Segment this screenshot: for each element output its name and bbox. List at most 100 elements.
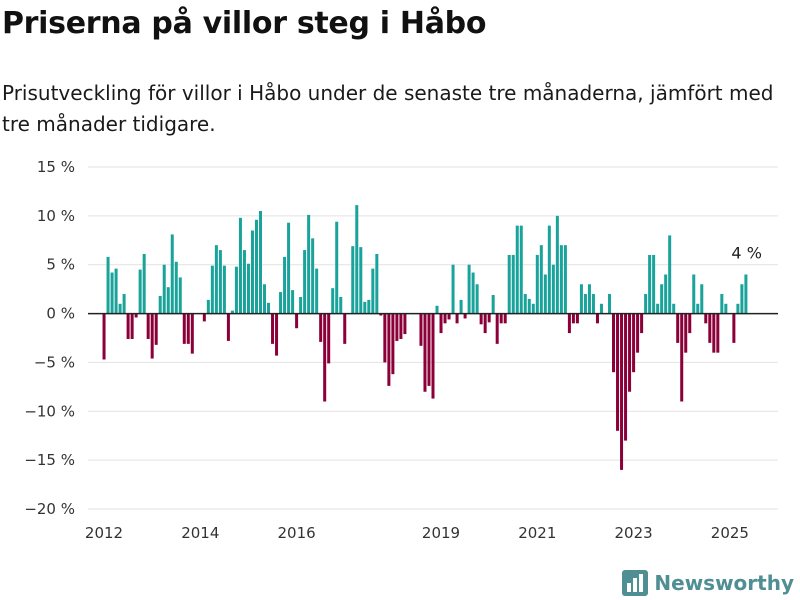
bar xyxy=(134,313,138,318)
y-tick-label: −15 % xyxy=(24,451,75,469)
bar xyxy=(327,313,331,364)
bar xyxy=(720,294,724,314)
bar xyxy=(263,284,267,314)
bar xyxy=(110,272,114,314)
x-tick-label: 2025 xyxy=(711,524,749,542)
bar xyxy=(395,313,399,341)
bar xyxy=(547,225,551,314)
bar xyxy=(672,303,676,314)
brand-logo: Newsworthy xyxy=(622,568,794,598)
bar xyxy=(230,310,234,314)
bar xyxy=(664,274,668,314)
bar xyxy=(234,266,238,314)
bar xyxy=(299,296,303,314)
bar xyxy=(319,313,323,342)
y-axis-tick-labels: 15 % 10 % 5 % 0 % −5 % −10 % −15 % −20 % xyxy=(24,158,75,518)
bar xyxy=(427,313,431,386)
bar xyxy=(656,303,660,314)
bar xyxy=(571,313,575,324)
bar xyxy=(242,250,246,314)
bar xyxy=(579,284,583,314)
bar xyxy=(238,217,242,314)
gridlines xyxy=(88,166,778,510)
bar xyxy=(267,302,271,314)
bar xyxy=(391,313,395,375)
bar xyxy=(551,264,555,314)
bar xyxy=(351,246,355,314)
bar xyxy=(471,272,475,314)
bar xyxy=(515,225,519,314)
bar xyxy=(431,313,435,399)
bar xyxy=(567,313,571,334)
bar xyxy=(186,313,190,344)
bar xyxy=(118,303,122,314)
x-tick-label: 2016 xyxy=(278,524,316,542)
bar xyxy=(680,313,684,402)
bar xyxy=(150,313,154,359)
bar xyxy=(258,210,262,314)
bar xyxy=(712,313,716,353)
bar xyxy=(443,313,447,324)
bar xyxy=(303,250,307,314)
bar-series xyxy=(102,205,748,470)
bar xyxy=(491,295,495,314)
y-tick-label: 5 % xyxy=(46,256,75,274)
bar xyxy=(575,313,579,324)
x-tick-label: 2012 xyxy=(85,524,123,542)
bar xyxy=(475,284,479,314)
bar xyxy=(126,313,130,339)
bar xyxy=(399,313,403,339)
bar xyxy=(206,299,210,314)
bar xyxy=(676,313,680,343)
bar xyxy=(254,219,258,314)
bar xyxy=(246,263,250,314)
bar xyxy=(182,313,186,344)
bar xyxy=(503,313,507,324)
bar xyxy=(339,296,343,314)
bar xyxy=(383,313,387,363)
bar xyxy=(435,305,439,314)
bar xyxy=(704,313,708,324)
bar xyxy=(154,313,158,345)
x-tick-label: 2014 xyxy=(181,524,219,542)
bar xyxy=(359,247,363,314)
bar xyxy=(214,245,218,314)
bar xyxy=(102,313,106,360)
bar xyxy=(447,313,451,320)
y-tick-label: −10 % xyxy=(24,402,75,420)
bar xyxy=(122,294,126,314)
bar xyxy=(439,313,443,334)
bar xyxy=(130,313,134,339)
bar xyxy=(608,294,612,314)
bar xyxy=(174,261,178,314)
bar xyxy=(700,284,704,314)
bar xyxy=(250,230,254,314)
y-tick-label: 15 % xyxy=(37,158,75,176)
bar xyxy=(535,254,539,314)
bar xyxy=(559,245,563,314)
bar xyxy=(628,313,632,392)
bar xyxy=(583,294,587,314)
bar xyxy=(106,256,110,314)
bar xyxy=(599,303,603,314)
bar xyxy=(451,264,455,314)
bar xyxy=(684,313,688,353)
bar xyxy=(371,268,375,314)
bar xyxy=(563,245,567,314)
bar xyxy=(636,313,640,353)
bar xyxy=(644,294,648,314)
bar xyxy=(202,313,206,322)
bar xyxy=(632,313,636,373)
bar xyxy=(222,265,226,314)
bar xyxy=(210,265,214,314)
bar xyxy=(624,313,628,441)
bar xyxy=(612,313,616,373)
bar xyxy=(736,303,740,314)
bar xyxy=(668,235,672,314)
bar xyxy=(331,288,335,314)
bar xyxy=(287,222,291,314)
bar xyxy=(507,254,511,314)
bar xyxy=(375,253,379,314)
chart-logo-icon xyxy=(622,570,649,596)
bar xyxy=(367,299,371,314)
